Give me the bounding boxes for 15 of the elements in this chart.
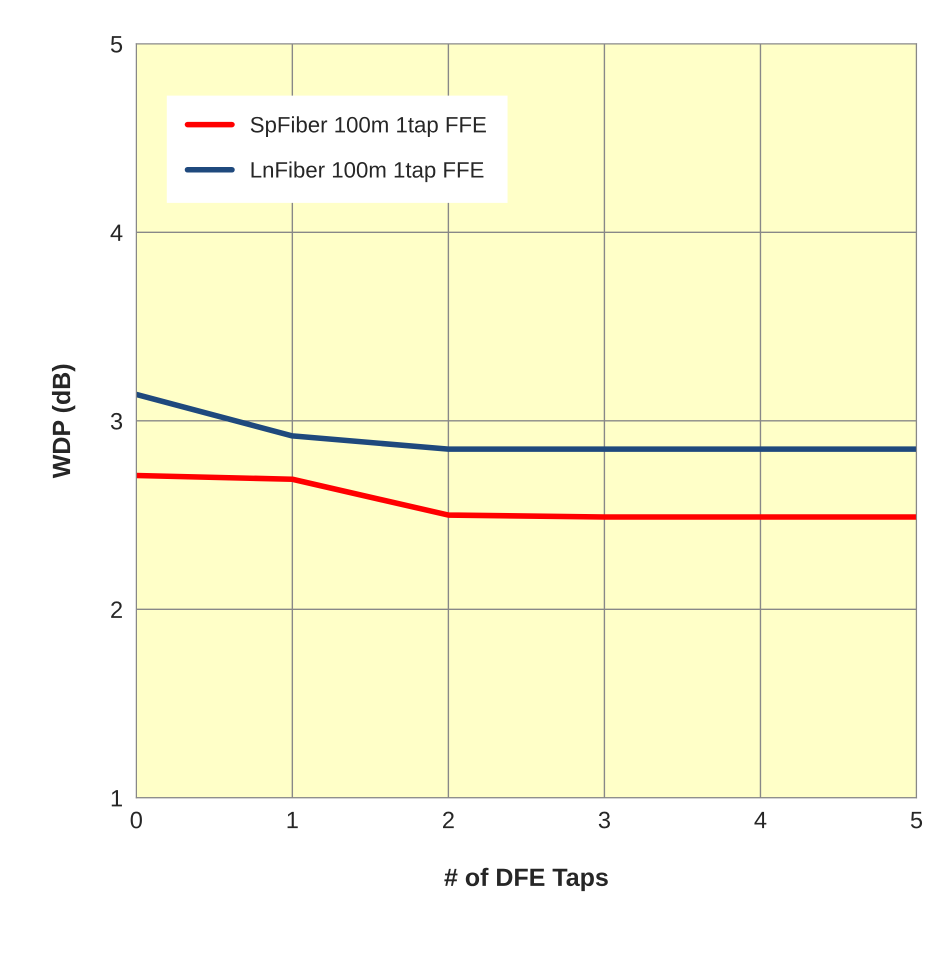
x-tick-label: 2 bbox=[443, 812, 454, 828]
x-tick-label: 4 bbox=[754, 812, 766, 828]
x-tick-label: 0 bbox=[130, 812, 142, 828]
legend-label: SpFiber 100m 1tap FFE bbox=[250, 116, 486, 137]
y-tick-label: 4 bbox=[110, 224, 122, 241]
y-tick-label: 3 bbox=[110, 412, 122, 430]
x-tick-label: 3 bbox=[598, 812, 610, 828]
y-axis-title: WDP (dB) bbox=[52, 364, 76, 478]
y-tick-label: 5 bbox=[110, 36, 122, 53]
legend-label: LnFiber 100m 1tap FFE bbox=[252, 161, 484, 182]
y-tick-label: 2 bbox=[111, 601, 122, 618]
x-tick-label: 1 bbox=[288, 812, 298, 828]
x-tick-label: 5 bbox=[910, 812, 922, 828]
x-axis-title: # of DFE Taps bbox=[444, 868, 608, 892]
y-tick-label: 1 bbox=[112, 790, 122, 806]
